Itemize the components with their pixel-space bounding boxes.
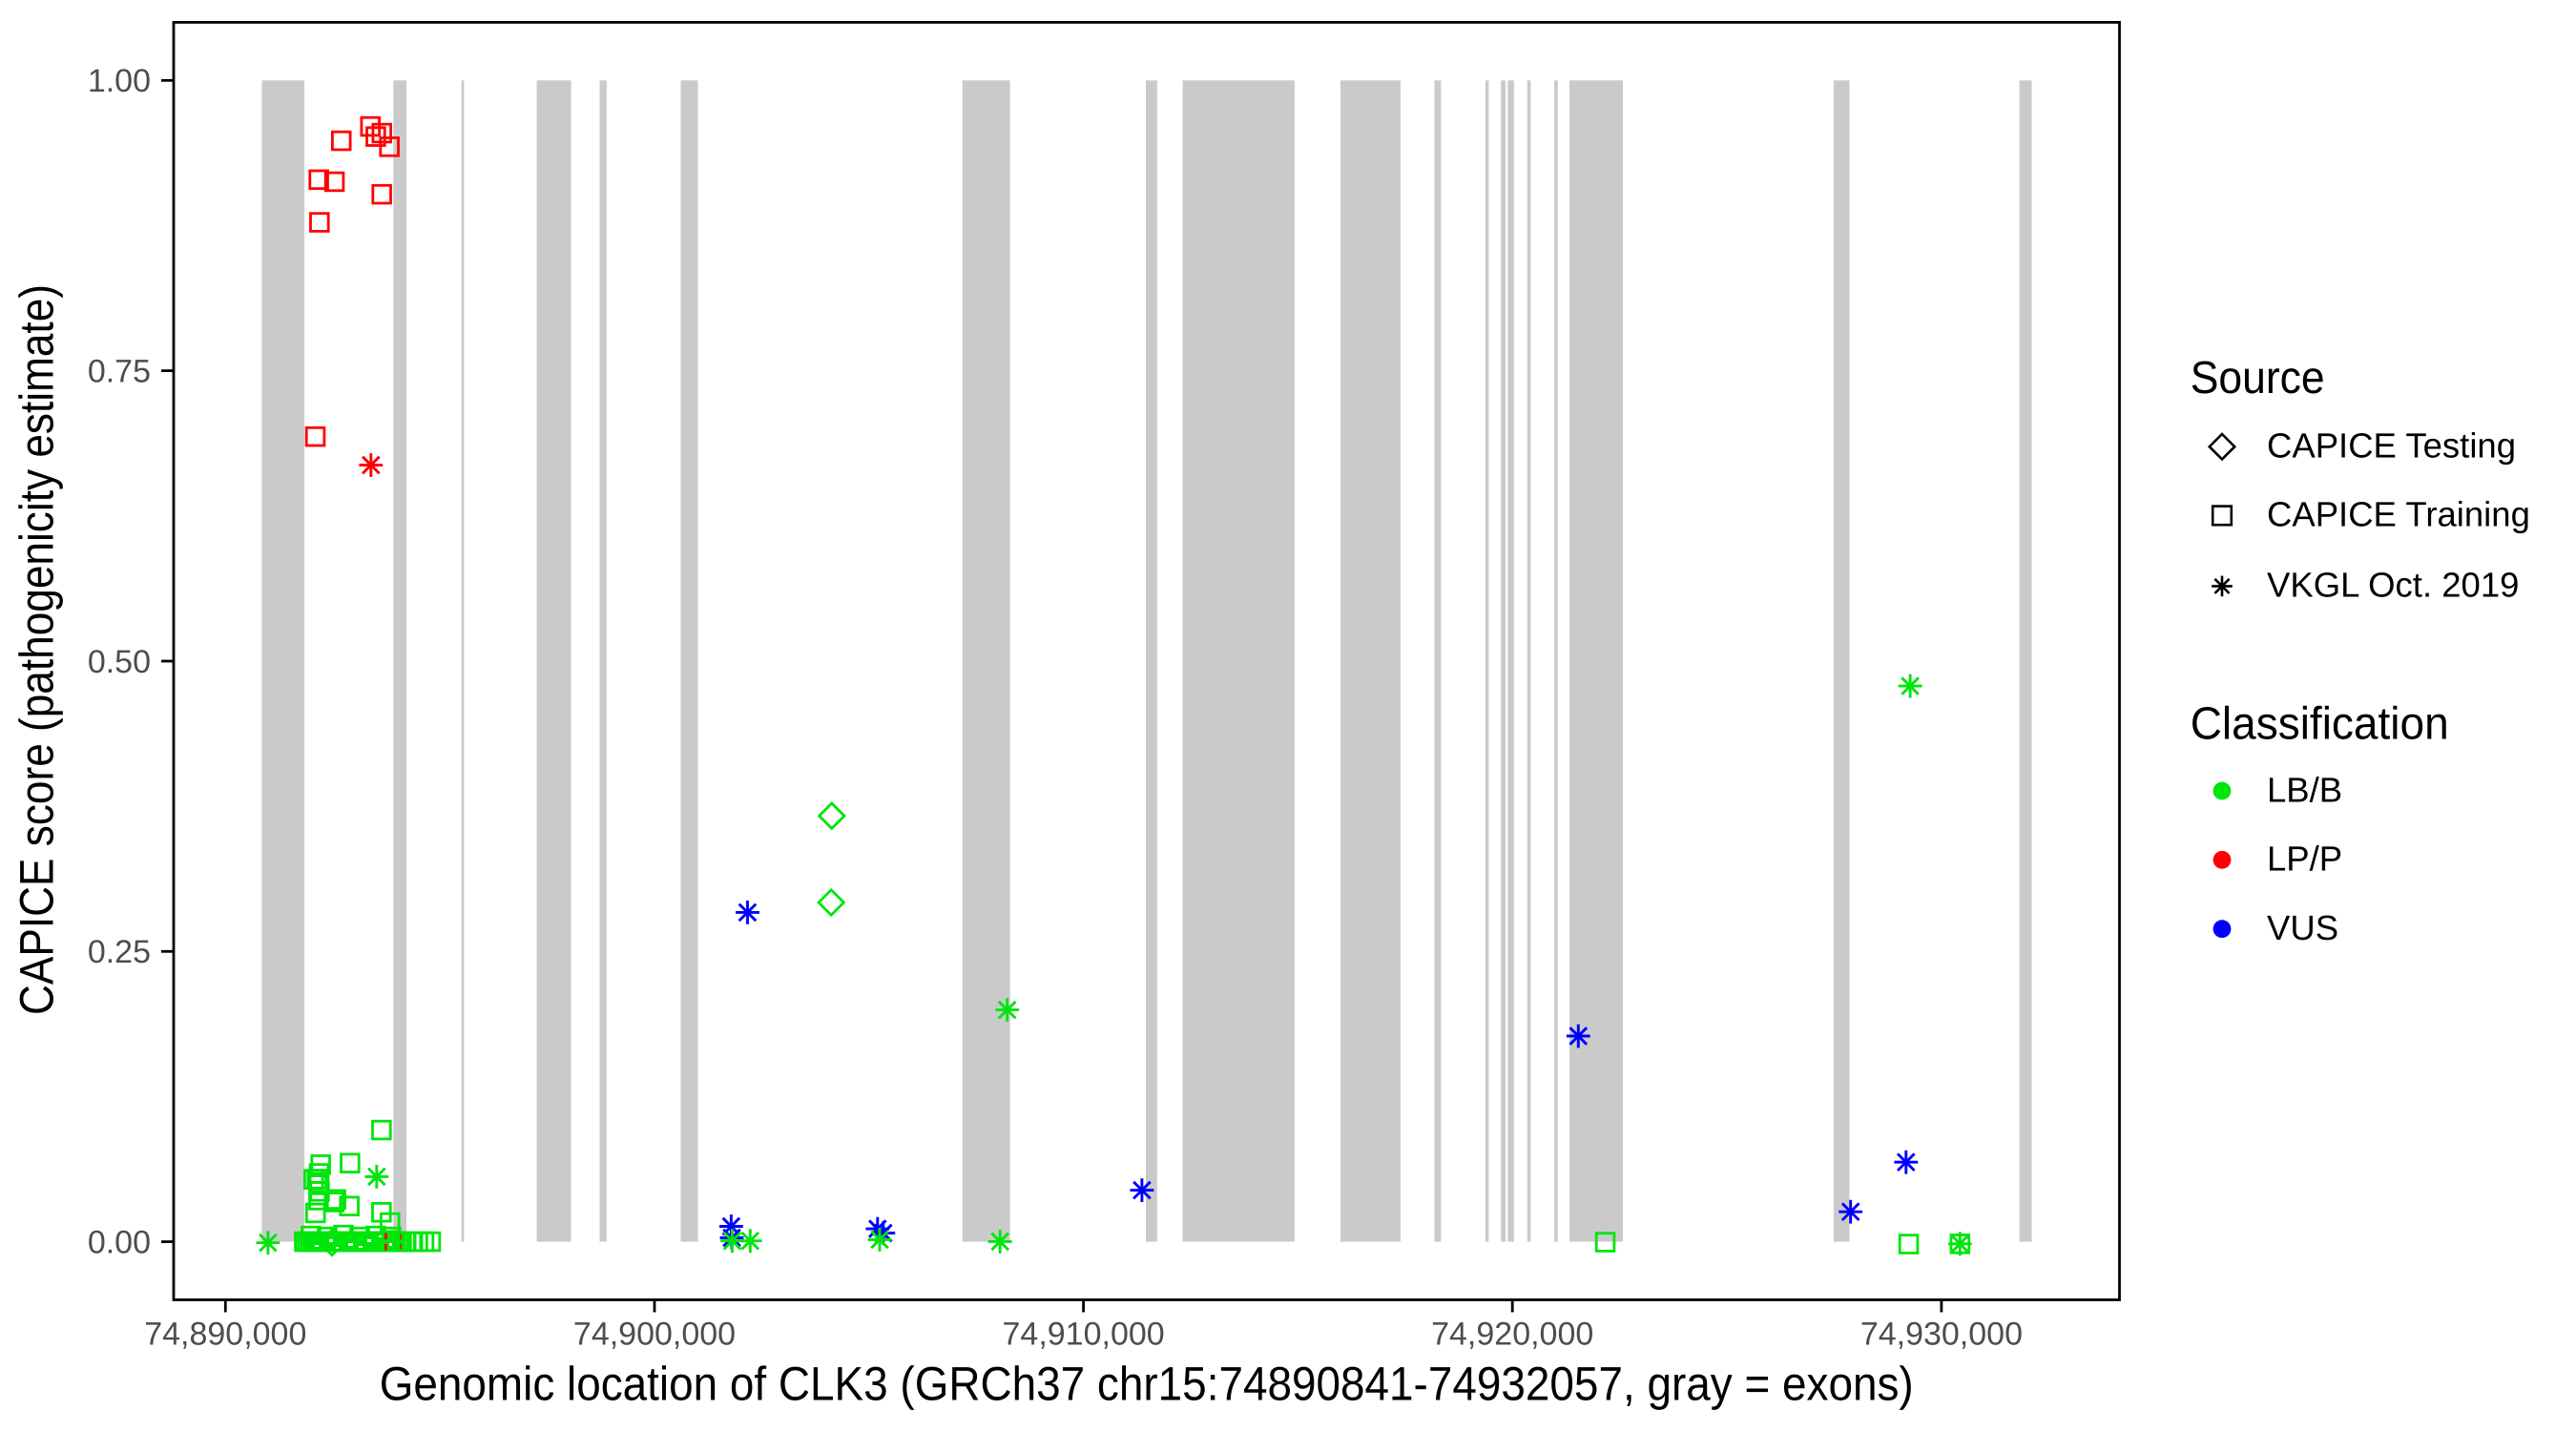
svg-text:74,910,000: 74,910,000	[1003, 1317, 1165, 1353]
svg-text:CAPICE Training: CAPICE Training	[2267, 495, 2530, 534]
svg-text:0.50: 0.50	[88, 644, 151, 680]
svg-text:LP/P: LP/P	[2267, 840, 2342, 879]
svg-text:LB/B: LB/B	[2267, 771, 2342, 810]
svg-text:74,930,000: 74,930,000	[1860, 1317, 2023, 1353]
svg-text:Genomic location of CLK3 (GRCh: Genomic location of CLK3 (GRCh37 chr15:7…	[380, 1358, 1914, 1411]
svg-text:CAPICE Testing: CAPICE Testing	[2267, 426, 2516, 466]
svg-text:0.25: 0.25	[88, 934, 151, 970]
svg-text:74,890,000: 74,890,000	[144, 1317, 306, 1353]
svg-text:0.75: 0.75	[88, 353, 151, 389]
svg-text:74,900,000: 74,900,000	[573, 1317, 736, 1353]
svg-text:0.00: 0.00	[88, 1224, 151, 1260]
svg-text:VUS: VUS	[2267, 908, 2338, 947]
svg-text:Source: Source	[2191, 353, 2325, 404]
svg-text:74,920,000: 74,920,000	[1431, 1317, 1593, 1353]
svg-text:1.00: 1.00	[88, 63, 151, 99]
svg-text:VKGL Oct. 2019: VKGL Oct. 2019	[2267, 566, 2519, 605]
svg-text:Classification: Classification	[2191, 698, 2449, 749]
svg-text:CAPICE score (pathogenicity es: CAPICE score (pathogenicity estimate)	[10, 284, 63, 1015]
